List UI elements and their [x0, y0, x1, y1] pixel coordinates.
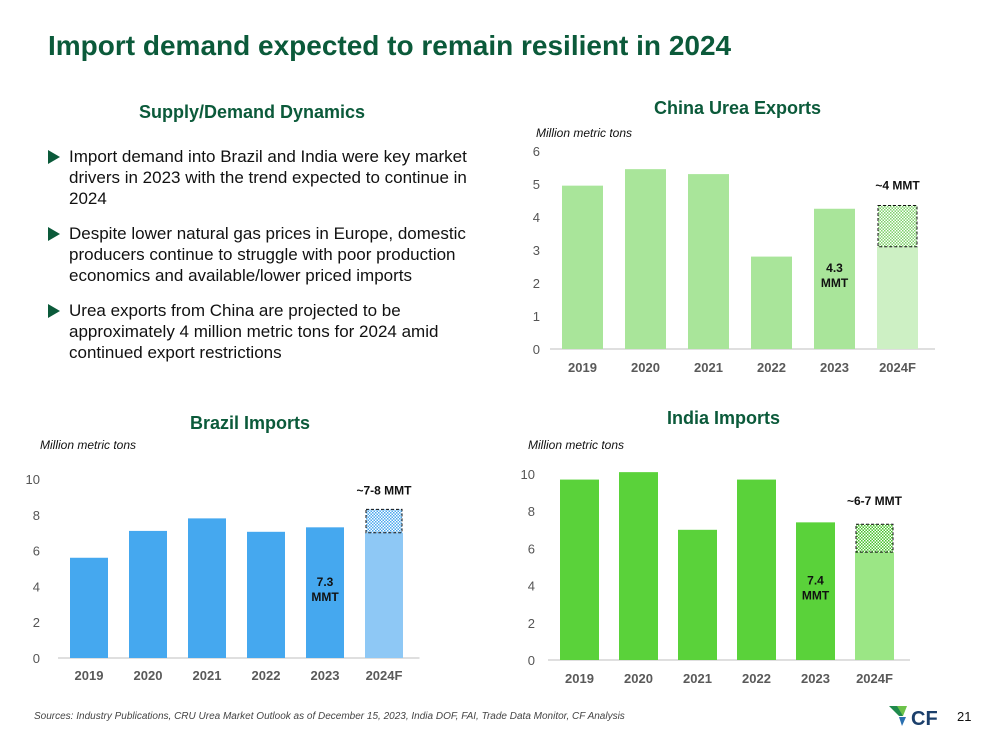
bullet-text: Urea exports from China are projected to…	[69, 301, 439, 362]
supply-demand-heading: Supply/Demand Dynamics	[139, 102, 366, 122]
bullet-item: Despite lower natural gas prices in Euro…	[48, 223, 498, 286]
data-bar	[560, 479, 599, 660]
bar-value-label: MMT	[821, 276, 849, 290]
china-chart-title: China Urea Exports	[654, 98, 822, 118]
data-bar	[625, 169, 666, 349]
logo-mark-mid	[897, 706, 907, 716]
data-bar	[737, 479, 776, 660]
y-tick-label: 2	[528, 616, 535, 631]
y-tick-label: 0	[33, 651, 40, 666]
x-tick-label: 2021	[683, 671, 712, 686]
x-tick-label: 2022	[757, 360, 786, 375]
bullet-text: Despite lower natural gas prices in Euro…	[69, 224, 466, 285]
y-tick-label: 6	[528, 541, 535, 556]
y-tick-label: 8	[33, 508, 40, 523]
bar-value-label: 4.3	[826, 261, 843, 275]
y-tick-label: 3	[533, 243, 540, 258]
forecast-label: ~6-7 MMT	[847, 494, 903, 508]
data-bar	[751, 256, 792, 349]
x-tick-label: 2021	[694, 360, 723, 375]
data-bar	[619, 472, 658, 660]
forecast-label: ~4 MMT	[875, 178, 920, 192]
y-tick-label: 8	[528, 504, 535, 519]
bullet-text: Import demand into Brazil and India were…	[69, 147, 467, 208]
bar-value-label: MMT	[311, 590, 339, 604]
bar-value-label: 7.4	[807, 573, 824, 587]
x-tick-label: 2023	[820, 360, 849, 375]
cf-logo: CF	[889, 706, 938, 729]
logo-text: CF	[911, 708, 938, 729]
y-tick-label: 4	[528, 579, 535, 594]
x-tick-label: 2019	[568, 360, 597, 375]
data-bar	[814, 208, 855, 349]
x-tick-label: 2020	[631, 360, 660, 375]
y-tick-label: 4	[33, 579, 40, 594]
x-tick-label: 2020	[134, 668, 163, 683]
forecast-bar	[365, 532, 403, 658]
bullet-arrow-icon	[48, 304, 60, 318]
logo-mark-bottom	[899, 717, 906, 726]
brazil-chart-title: Brazil Imports	[190, 413, 311, 433]
india-unit-label: Million metric tons	[528, 438, 625, 452]
brazil-unit-label: Million metric tons	[40, 438, 137, 452]
x-tick-label: 2022	[252, 668, 281, 683]
y-tick-label: 1	[533, 309, 540, 324]
bar-value-label: 7.3	[317, 575, 334, 589]
bullet-arrow-icon	[48, 150, 60, 164]
bullet-item: Urea exports from China are projected to…	[48, 300, 498, 363]
x-tick-label: 2021	[193, 668, 222, 683]
data-bar	[688, 174, 729, 349]
forecast-range-box	[365, 508, 403, 534]
data-bar	[70, 557, 108, 658]
x-tick-label: 2019	[565, 671, 594, 686]
sources-footnote: Sources: Industry Publications, CRU Urea…	[34, 711, 625, 722]
x-tick-label: 2020	[624, 671, 653, 686]
forecast-label: ~7-8 MMT	[356, 483, 412, 497]
x-tick-label: 2023	[311, 668, 340, 683]
x-tick-label: 2024F	[879, 360, 916, 375]
x-tick-label: 2024F	[366, 668, 403, 683]
bullet-list: Import demand into Brazil and India were…	[48, 146, 498, 377]
y-tick-label: 10	[521, 467, 535, 482]
y-tick-label: 6	[33, 544, 40, 559]
data-bar	[678, 529, 717, 660]
x-tick-label: 2024F	[856, 671, 893, 686]
y-tick-label: 0	[528, 653, 535, 668]
y-tick-label: 10	[26, 472, 40, 487]
bar-value-label: MMT	[802, 588, 830, 602]
data-bar	[306, 527, 344, 658]
data-bar	[796, 522, 835, 660]
y-tick-label: 2	[33, 615, 40, 630]
india-chart-title: India Imports	[667, 408, 781, 428]
forecast-bar	[855, 552, 894, 660]
forecast-range-box	[877, 204, 918, 248]
page-number: 21	[957, 709, 972, 724]
slide-title: Import demand expected to remain resilie…	[48, 30, 732, 61]
bullet-item: Import demand into Brazil and India were…	[48, 146, 498, 209]
bullet-arrow-icon	[48, 227, 60, 241]
y-tick-label: 0	[533, 342, 540, 357]
y-tick-label: 6	[533, 144, 540, 159]
data-bar	[188, 518, 226, 658]
x-tick-label: 2023	[801, 671, 830, 686]
y-tick-label: 2	[533, 276, 540, 291]
data-bar	[562, 185, 603, 349]
x-tick-label: 2019	[75, 668, 104, 683]
forecast-range-box	[855, 523, 894, 553]
data-bar	[129, 530, 167, 658]
forecast-bar	[877, 246, 918, 349]
data-bar	[247, 531, 285, 658]
x-tick-label: 2022	[742, 671, 771, 686]
china-unit-label: Million metric tons	[536, 126, 633, 140]
y-tick-label: 5	[533, 177, 540, 192]
y-tick-label: 4	[533, 210, 540, 225]
